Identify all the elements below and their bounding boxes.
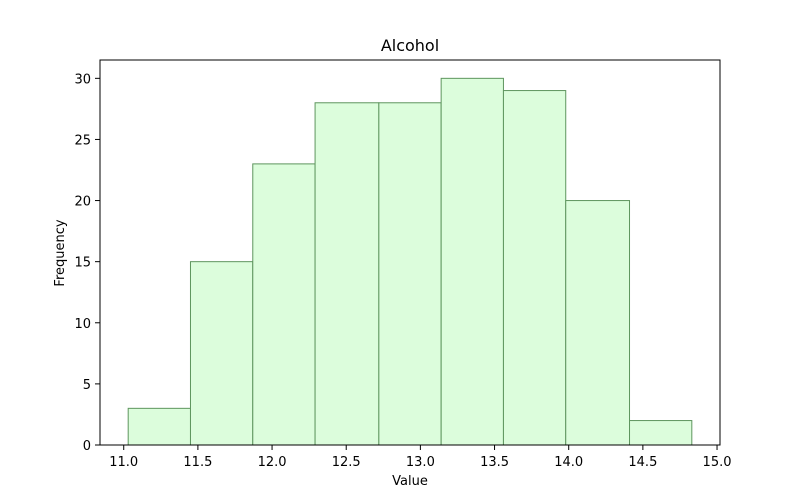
chart-title: Alcohol (381, 36, 439, 55)
y-tick-label: 25 (74, 133, 91, 148)
histogram-bar (314, 102, 380, 446)
histogram-bar (189, 261, 254, 446)
y-tick-label: 15 (74, 256, 91, 271)
y-tick-label: 5 (83, 378, 91, 393)
y-tick-label: 20 (74, 195, 91, 210)
bars-group (127, 77, 693, 446)
y-axis-ticks: 0 5 10 15 20 25 30 (74, 72, 100, 454)
histogram-bar (252, 163, 316, 446)
y-tick-label: 10 (74, 317, 91, 332)
y-tick-label: 30 (74, 72, 91, 87)
x-axis-label: Value (392, 474, 428, 489)
histogram-bar (502, 90, 567, 446)
y-tick-label: 0 (83, 439, 91, 454)
histogram-bar (440, 77, 504, 446)
x-tick-label: 13.5 (480, 455, 509, 470)
plot-frame (99, 59, 721, 446)
x-tick-label: 15.0 (703, 455, 732, 470)
histogram-bar (565, 200, 631, 446)
x-tick-label: 12.5 (332, 455, 361, 470)
y-axis-label: Frequency (53, 219, 68, 286)
x-tick-label: 14.5 (628, 455, 657, 470)
histogram-bar (127, 407, 191, 446)
histogram-bar (629, 420, 693, 446)
x-tick-label: 13.0 (406, 455, 435, 470)
x-tick-label: 12.0 (258, 455, 287, 470)
x-tick-label: 14.0 (554, 455, 583, 470)
x-tick-label: 11.0 (109, 455, 138, 470)
histogram-bar (378, 102, 442, 446)
x-tick-label: 11.5 (183, 455, 212, 470)
x-axis-ticks: 11.0 11.5 12.0 12.5 13.0 13.5 14.0 14.5 15.0 (109, 445, 732, 470)
